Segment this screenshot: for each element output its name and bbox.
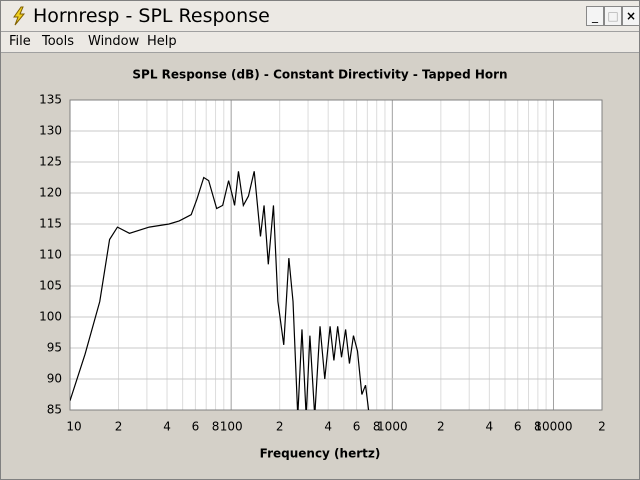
title-bar: Hornresp - SPL Response _ □ × (1, 1, 640, 32)
close-button[interactable]: × (622, 6, 640, 26)
y-tick-label: 85 (47, 403, 62, 417)
y-tick-label: 90 (47, 372, 62, 386)
y-tick-label: 130 (39, 124, 62, 138)
x-tick-label: 10 (66, 420, 81, 434)
x-tick-label: 8 (373, 420, 381, 434)
y-tick-label: 135 (39, 93, 62, 107)
x-tick-label: 2 (115, 420, 123, 434)
y-tick-label: 105 (39, 279, 62, 293)
minimize-button[interactable]: _ (586, 6, 604, 26)
window-title: Hornresp - SPL Response (33, 5, 270, 27)
x-tick-label: 4 (324, 420, 332, 434)
app-icon (13, 6, 26, 26)
x-tick-label: 4 (163, 420, 171, 434)
y-tick-label: 100 (39, 310, 62, 324)
x-tick-label: 1000 (377, 420, 408, 434)
maximize-button[interactable]: □ (604, 6, 622, 26)
y-tick-label: 120 (39, 186, 62, 200)
spl-curve (70, 171, 370, 410)
menu-item[interactable]: Window (88, 34, 140, 49)
y-tick-label: 125 (39, 155, 62, 169)
menu-item[interactable]: File (9, 34, 31, 49)
y-tick-label: 115 (39, 217, 62, 231)
menu-bar: File Tools Window Help (1, 32, 639, 53)
x-tick-label: 10000 (534, 420, 572, 434)
y-tick-label: 95 (47, 341, 62, 355)
y-tick-label: 110 (39, 248, 62, 262)
chart-title: SPL Response (dB) - Constant Directivity… (132, 68, 507, 82)
x-tick-label: 4 (486, 420, 494, 434)
x-tick-label: 8 (212, 420, 220, 434)
menu-item[interactable]: Tools (42, 34, 75, 49)
x-tick-label: 8 (534, 420, 542, 434)
x-tick-label: 2 (437, 420, 445, 434)
x-tick-label: 2 (598, 420, 606, 434)
x-tick-label: 6 (192, 420, 200, 434)
x-tick-label: 100 (220, 420, 243, 434)
x-axis-label: Frequency (hertz) (260, 447, 381, 461)
plot-border (69, 99, 603, 411)
menu-item[interactable]: Help (147, 34, 177, 49)
x-tick-label: 6 (353, 420, 361, 434)
x-tick-label: 2 (276, 420, 284, 434)
chart: SPL Response (dB) - Constant Directivity… (39, 68, 606, 461)
x-tick-label: 6 (514, 420, 522, 434)
